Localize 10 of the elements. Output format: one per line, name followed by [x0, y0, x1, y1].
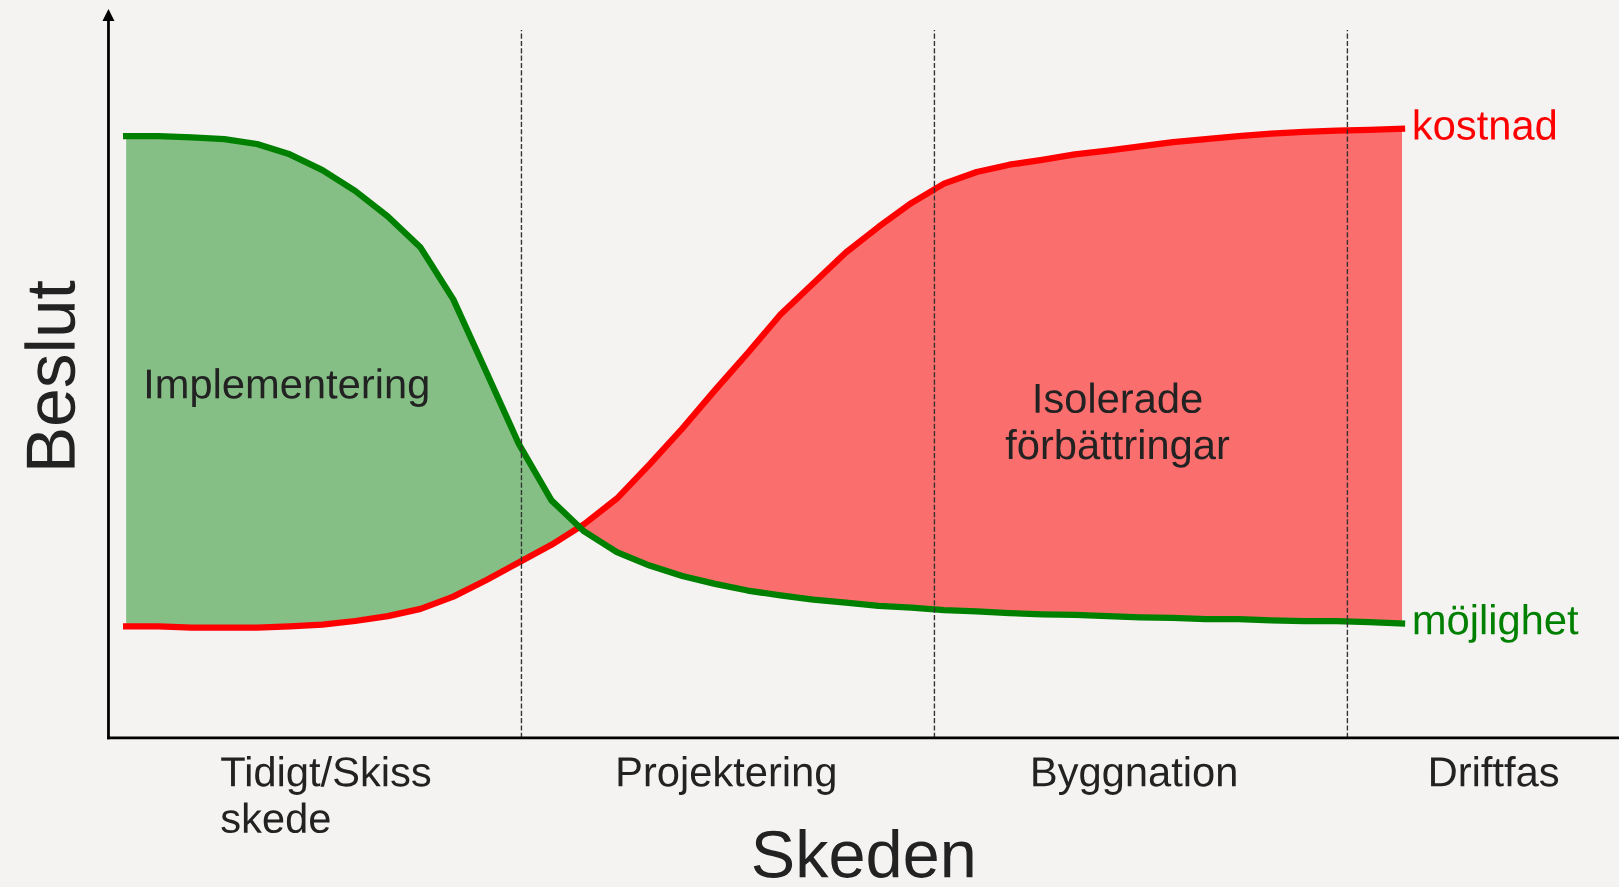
text: Tidigt/Skiss skede	[221, 756, 431, 834]
series-label: möjlighet	[1414, 604, 1579, 643]
series-label: kostnad	[1414, 109, 1556, 140]
text: Driftfas	[1431, 756, 1559, 787]
text: Byggnation	[1033, 756, 1236, 795]
annotation: Isolerade förbättringar	[1005, 382, 1230, 468]
y-axis-title: Beslut	[24, 280, 76, 468]
text: Projektering	[618, 756, 835, 795]
annotation: Implementering	[146, 368, 428, 407]
x-axis-title: Skeden	[753, 828, 973, 878]
